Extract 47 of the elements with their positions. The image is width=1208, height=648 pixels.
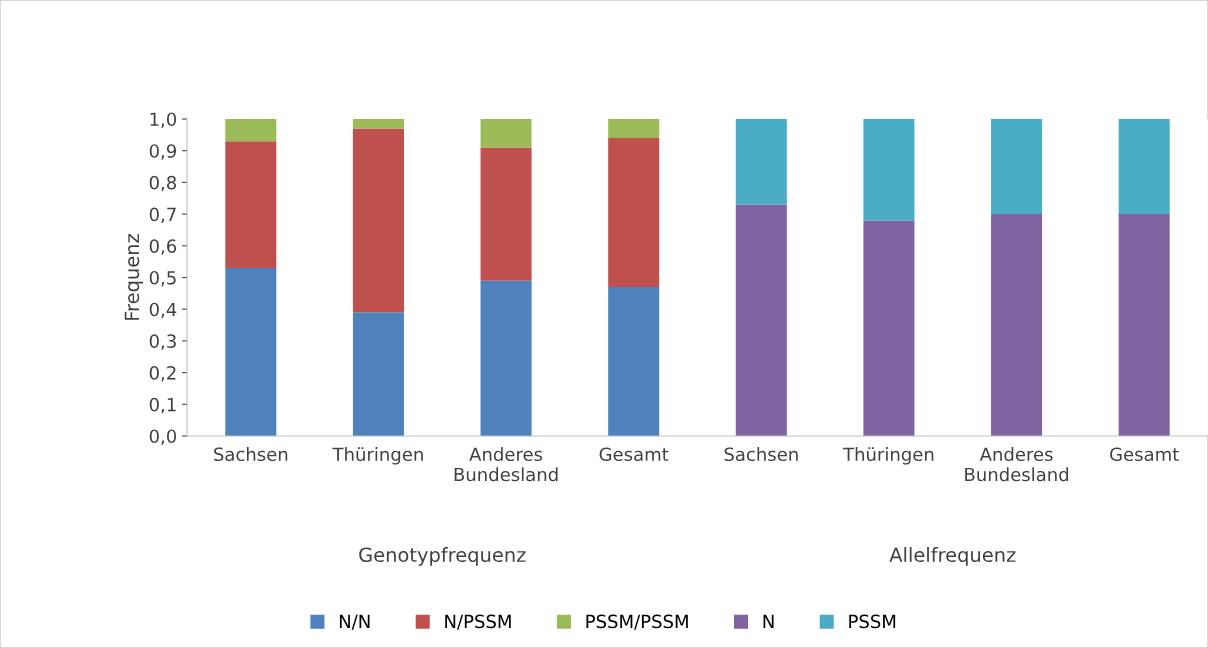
text: Allelfrequenz: [889, 547, 1016, 566]
text: Genotypfrequenz: [359, 547, 526, 566]
x-tick-label: Gesamt: [1110, 447, 1179, 462]
bar: [1118, 214, 1170, 436]
legend-label: N/N: [339, 614, 370, 630]
bar: [352, 312, 404, 436]
bar: [608, 287, 660, 436]
legend-label: N: [763, 614, 774, 628]
legend-label: PSSM: [849, 614, 896, 629]
bar: [352, 128, 404, 313]
x-tick-label: Gesamt: [599, 447, 669, 462]
x-tick-label: Sachsen: [724, 447, 798, 462]
x-tick-label: Thüringen: [332, 447, 423, 465]
x-tick-label: Anderes Bundesland: [454, 447, 558, 482]
y-tick-label: 0,4: [149, 302, 177, 319]
bar: [352, 119, 404, 129]
bar: [225, 119, 277, 142]
bar: [608, 119, 660, 139]
y-tick-label: 0,2: [149, 366, 176, 382]
y-tick-label: 0,8: [149, 175, 177, 192]
x-tick-label: Sachsen: [214, 447, 288, 462]
y-tick-label: 1,0: [150, 112, 177, 128]
bar: [480, 280, 532, 436]
bar: [480, 119, 532, 148]
bar: [863, 220, 915, 436]
legend-label: N/PSSM: [445, 614, 511, 630]
bar: [608, 138, 660, 288]
bar: [735, 204, 787, 436]
bar: [991, 214, 1043, 436]
bar: [863, 119, 915, 221]
bar: [480, 147, 532, 281]
x-tick-label: Thüringen: [842, 447, 934, 465]
y-tick-label: 0,9: [149, 144, 177, 160]
bar: [225, 267, 277, 436]
y-tick-label: 0,5: [149, 270, 176, 287]
y-tick-label: 0,1: [149, 397, 176, 414]
bar: [225, 141, 277, 268]
bar: [735, 119, 787, 205]
bar: [991, 119, 1043, 215]
y-tick-label: 0,6: [149, 239, 177, 255]
y-tick-label: 0,0: [149, 429, 177, 445]
y-tick-label: 0,7: [149, 207, 176, 224]
y-axis-title: Frequenz: [124, 234, 144, 320]
y-tick-label: 0,3: [149, 334, 176, 350]
bar: [1118, 119, 1170, 215]
legend-label: PSSM/PSSM: [586, 614, 688, 630]
x-tick-label: Anderes Bundesland: [965, 447, 1069, 482]
